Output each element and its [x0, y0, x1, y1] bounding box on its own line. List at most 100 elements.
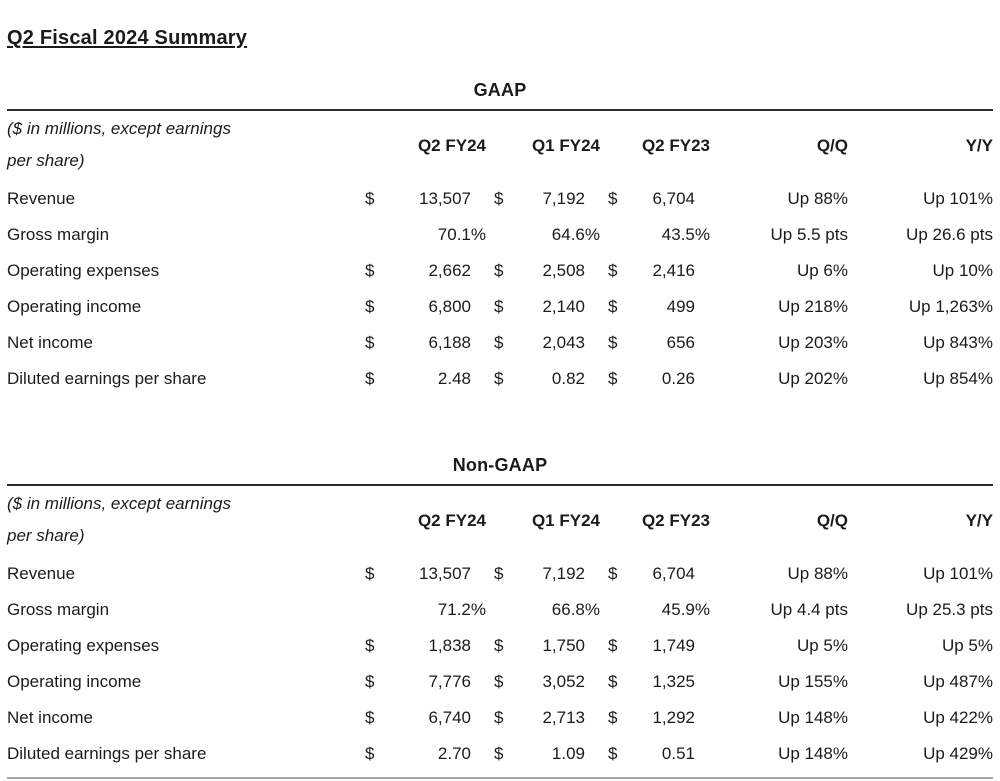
cell-yy: Up 5%	[941, 636, 993, 655]
cell-yy: Up 1,263%	[908, 297, 993, 316]
page-title: Q2 Fiscal 2024 Summary	[7, 27, 248, 49]
table-row-operating-expenses: Operating expenses $2,662 $2,508 $2,416 …	[7, 253, 993, 289]
table-row-operating-income: Operating income $7,776 $3,052 $1,325 Up…	[7, 664, 993, 700]
cell-q1fy24: $7,192	[494, 564, 585, 583]
cell-q2fy24: $7,776	[365, 672, 471, 691]
cell-qq: Up 4.4 pts	[770, 600, 849, 619]
cell-qq: Up 88%	[787, 564, 848, 583]
cell-qq: Up 5%	[796, 636, 848, 655]
header-row: ($ in millions, except earnings per shar…	[7, 111, 993, 181]
cell-qq: Up 202%	[778, 369, 848, 388]
cell-q2fy24: $2,662	[365, 261, 471, 280]
dollar-sign: $	[365, 297, 375, 316]
cell-yy: Up 101%	[923, 189, 993, 208]
table-row-diluted-eps: Diluted earnings per share $2.48 $0.82 $…	[7, 361, 993, 397]
row-label: Operating expenses	[7, 636, 160, 655]
cell-yy: Up 25.3 pts	[906, 600, 993, 619]
dollar-sign: $	[608, 564, 618, 583]
dollar-sign: $	[365, 708, 375, 727]
column-header-q2fy24: Q2 FY24	[417, 511, 486, 530]
dollar-sign: $	[365, 189, 375, 208]
cell-q2fy23: $6,704	[608, 189, 695, 208]
row-label: Gross margin	[7, 600, 110, 619]
row-label: Revenue	[7, 564, 76, 583]
cell-yy: Up 429%	[923, 744, 993, 763]
table-row-gross-margin: Gross margin 70.1% 64.6% 43.5% Up 5.5 pt…	[7, 217, 993, 253]
cell-yy: Up 422%	[923, 708, 993, 727]
table-bottom-rule	[7, 777, 993, 779]
cell-qq: Up 218%	[778, 297, 848, 316]
dollar-sign: $	[608, 369, 618, 388]
cell-yy: Up 26.6 pts	[906, 225, 993, 244]
dollar-sign: $	[494, 189, 504, 208]
cell-q2fy23: 45.9%	[661, 600, 710, 619]
column-header-q1fy24: Q1 FY24	[531, 511, 600, 530]
column-header-q2fy23: Q2 FY23	[641, 511, 710, 530]
column-header-q2fy24: Q2 FY24	[417, 136, 486, 155]
cell-q1fy24: $2,713	[494, 708, 585, 727]
table-top-rule	[7, 484, 993, 486]
cell-q1fy24: 66.8%	[551, 600, 600, 619]
cell-q1fy24: $7,192	[494, 189, 585, 208]
caption-line-2: per share)	[7, 151, 85, 170]
cell-q2fy23: $499	[608, 297, 695, 316]
table-caption: ($ in millions, except earnings per shar…	[7, 111, 357, 177]
cell-yy: Up 854%	[923, 369, 993, 388]
dollar-sign: $	[494, 369, 504, 388]
table-top-rule	[7, 109, 993, 111]
dollar-sign: $	[494, 297, 504, 316]
dollar-sign: $	[494, 261, 504, 280]
table-row-revenue: Revenue $13,507 $7,192 $6,704 Up 88% Up …	[7, 556, 993, 592]
dollar-sign: $	[365, 636, 375, 655]
dollar-sign: $	[608, 636, 618, 655]
cell-q2fy23: $0.51	[608, 744, 695, 763]
cell-q2fy24: 70.1%	[437, 225, 486, 244]
cell-q2fy24: $1,838	[365, 636, 471, 655]
cell-q2fy24: 71.2%	[437, 600, 486, 619]
dollar-sign: $	[494, 672, 504, 691]
dollar-sign: $	[608, 744, 618, 763]
dollar-sign: $	[365, 369, 375, 388]
cell-yy: Up 487%	[923, 672, 993, 691]
cell-q1fy24: $2,140	[494, 297, 585, 316]
cell-qq: Up 148%	[778, 708, 848, 727]
table-caption: ($ in millions, except earnings per shar…	[7, 486, 357, 552]
dollar-sign: $	[365, 564, 375, 583]
cell-q1fy24: $3,052	[494, 672, 585, 691]
dollar-sign: $	[494, 564, 504, 583]
cell-qq: Up 203%	[778, 333, 848, 352]
dollar-sign: $	[608, 297, 618, 316]
dollar-sign: $	[365, 261, 375, 280]
row-label: Revenue	[7, 189, 76, 208]
cell-q1fy24: $2,508	[494, 261, 585, 280]
dollar-sign: $	[494, 744, 504, 763]
cell-qq: Up 6%	[796, 261, 848, 280]
cell-q2fy23: $1,749	[608, 636, 695, 655]
cell-q2fy23: 43.5%	[661, 225, 710, 244]
dollar-sign: $	[608, 672, 618, 691]
cell-qq: Up 5.5 pts	[770, 225, 849, 244]
row-label: Gross margin	[7, 225, 110, 244]
row-label: Net income	[7, 333, 93, 352]
cell-q2fy24: $6,740	[365, 708, 471, 727]
column-header-q2fy23: Q2 FY23	[641, 136, 710, 155]
cell-q2fy23: $0.26	[608, 369, 695, 388]
header-row: ($ in millions, except earnings per shar…	[7, 486, 993, 556]
cell-q1fy24: $0.82	[494, 369, 585, 388]
cell-q2fy24: $13,507	[365, 189, 471, 208]
table-row-diluted-eps: Diluted earnings per share $2.70 $1.09 $…	[7, 736, 993, 772]
cell-q2fy23: $1,325	[608, 672, 695, 691]
cell-yy: Up 10%	[932, 261, 993, 280]
caption-line-2: per share)	[7, 526, 85, 545]
row-label: Operating income	[7, 297, 142, 316]
row-label: Net income	[7, 708, 93, 727]
table-row-operating-expenses: Operating expenses $1,838 $1,750 $1,749 …	[7, 628, 993, 664]
column-header-qq: Q/Q	[816, 511, 848, 530]
table-row-net-income: Net income $6,188 $2,043 $656 Up 203% Up…	[7, 325, 993, 361]
dollar-sign: $	[365, 333, 375, 352]
dollar-sign: $	[494, 708, 504, 727]
column-header-qq: Q/Q	[816, 136, 848, 155]
dollar-sign: $	[494, 333, 504, 352]
dollar-sign: $	[608, 333, 618, 352]
